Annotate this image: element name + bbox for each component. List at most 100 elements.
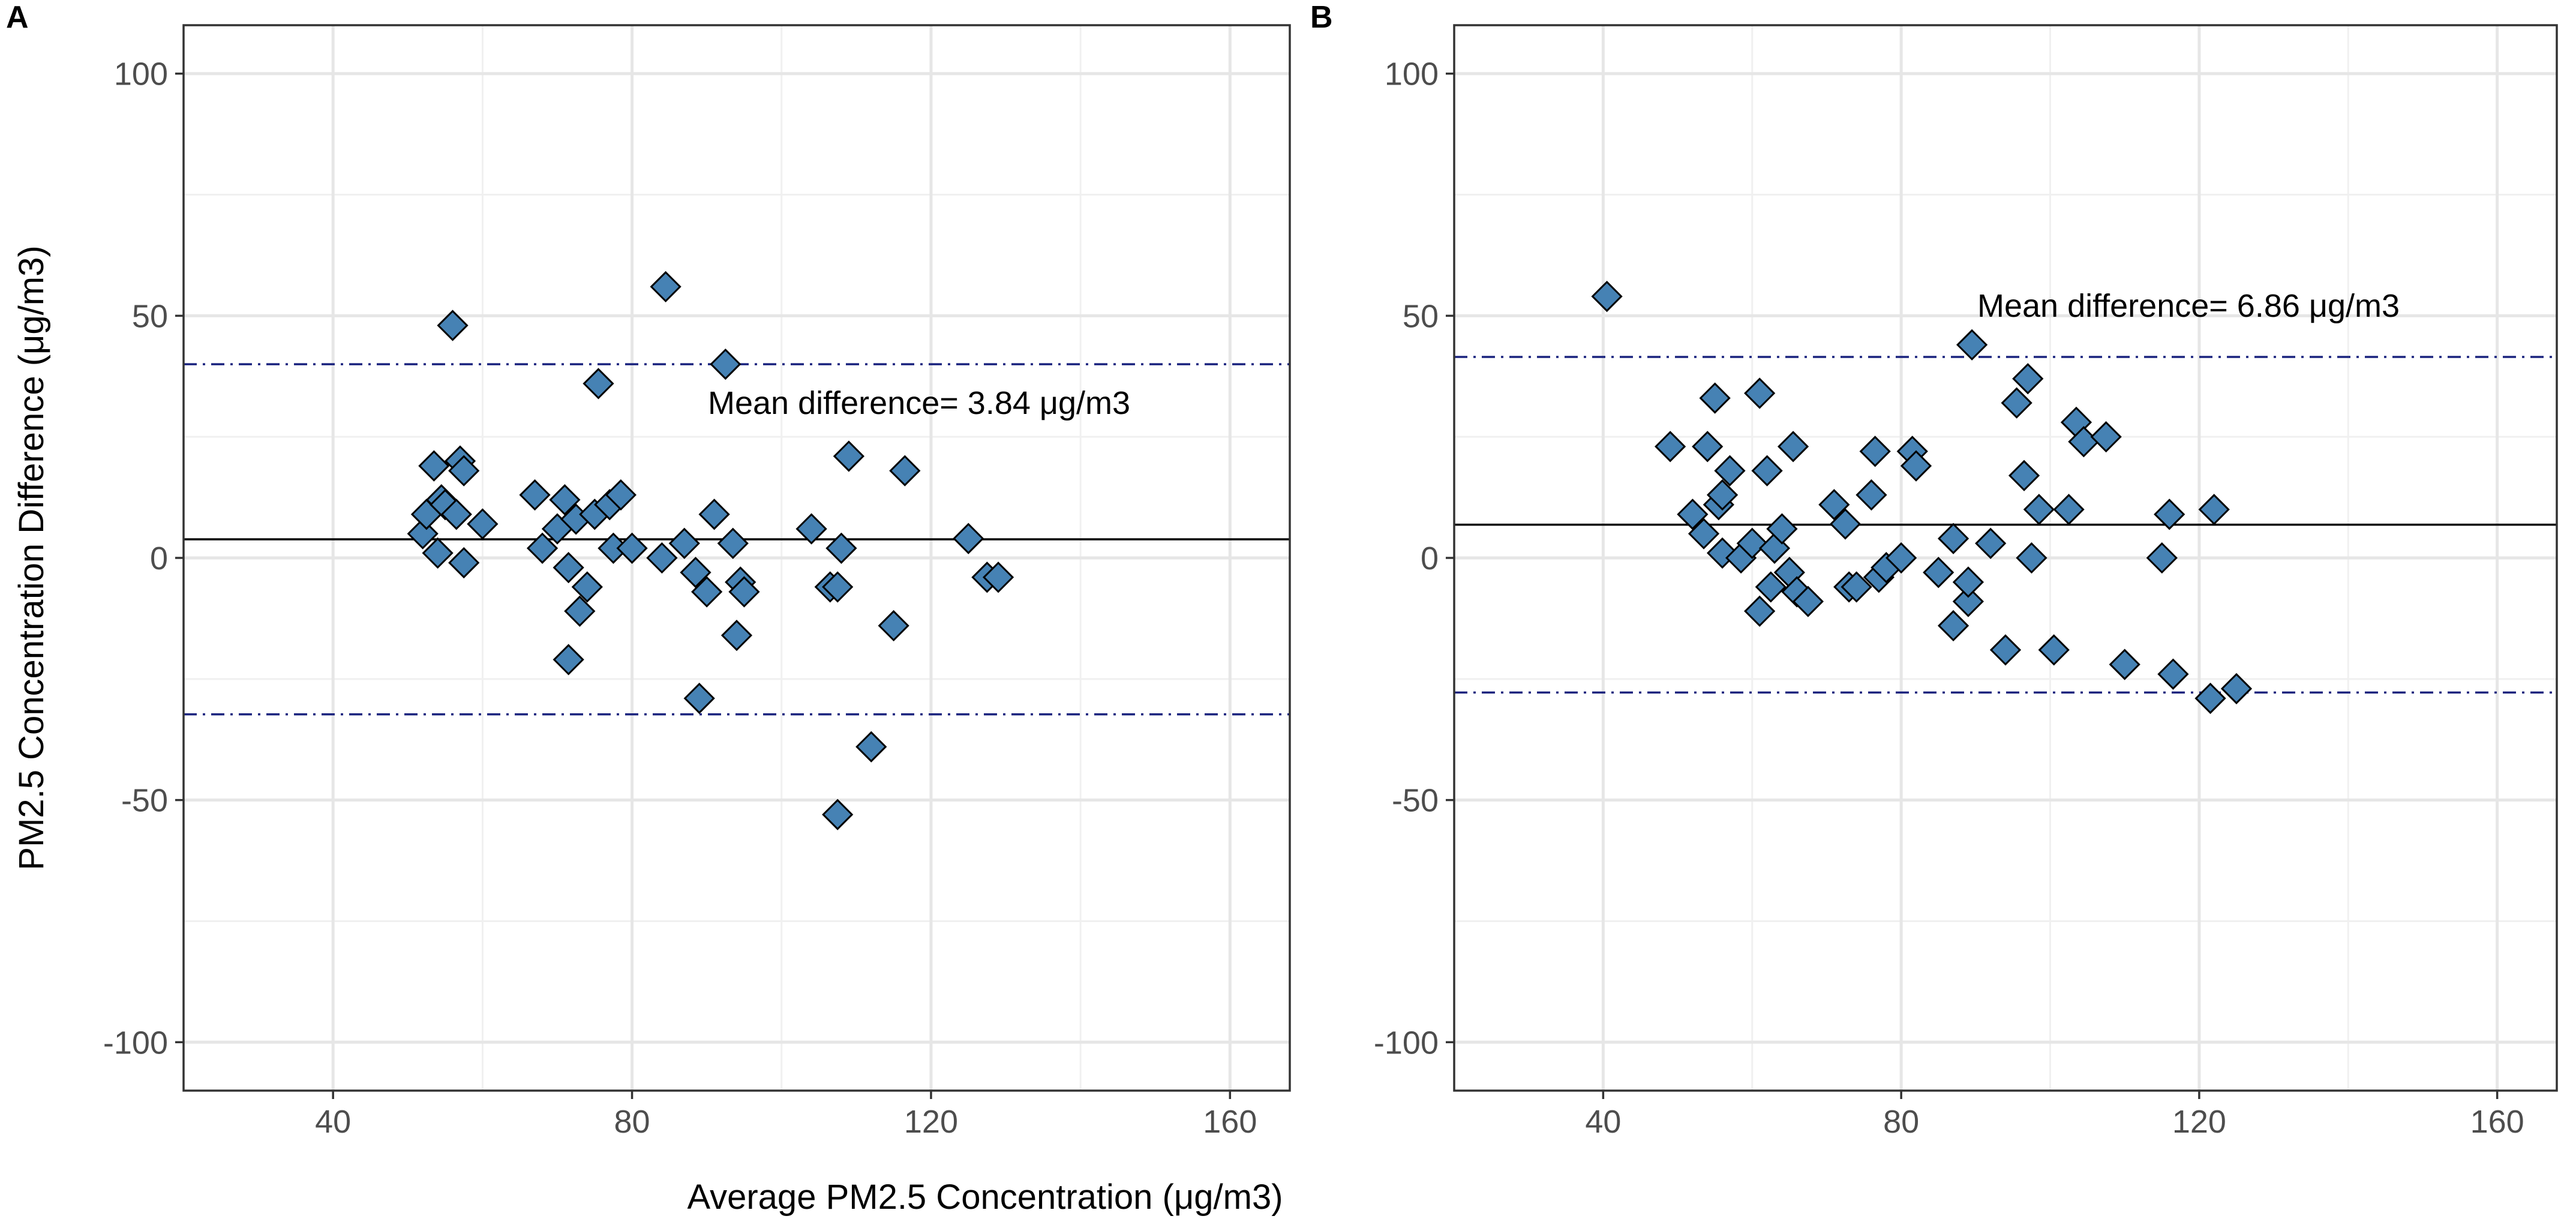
data-point [1952,586,1984,617]
data-point [1699,382,1731,414]
data-point [825,532,857,564]
y-tick-label: -100 [103,1025,168,1061]
x-tick-label: 120 [904,1104,958,1140]
data-point [1714,455,1746,487]
data-point [2008,460,2040,491]
x-tick-label: 80 [1883,1104,1919,1140]
data-point [668,527,700,559]
data-point [1655,431,1686,463]
data-point [650,271,681,303]
data-point [1952,566,1984,598]
data-point [2016,542,2047,574]
data-point [1818,489,1850,521]
data-point [2090,421,2122,453]
data-point [1956,329,1988,361]
y-tick-label: 50 [132,298,168,334]
panel-label: B [1310,0,1333,35]
y-tick-label: -50 [121,783,168,819]
data-point [795,513,827,545]
data-point [833,440,865,472]
data-point [2157,658,2189,690]
data-point [2109,648,2140,680]
y-axis-title: PM2.5 Concentration Difference (μg/m3) [12,245,51,870]
data-point [1692,431,1724,463]
data-point [953,523,984,554]
data-point [1777,431,1809,463]
data-point [448,547,480,579]
data-point [646,542,678,574]
data-point [2194,682,2226,714]
x-axis-title: Average PM2.5 Concentration (μg/m3) [687,1178,1283,1217]
data-point [422,537,454,569]
data-point [728,576,760,608]
data-point [1591,280,1623,313]
data-point [1937,610,1969,642]
data-point [1744,377,1776,409]
data-point [1975,527,2007,559]
data-point [1706,479,1739,511]
data-point [698,499,730,530]
data-point [1755,571,1787,603]
data-point [982,562,1014,593]
data-point [1744,595,1776,627]
data-point [680,557,711,589]
data-point [1688,518,1720,550]
data-point [448,455,480,487]
data-point [605,479,637,511]
data-point [616,532,648,564]
data-point [2146,542,2178,574]
x-tick-label: 40 [1585,1104,1621,1140]
data-point [549,484,581,516]
mean-difference-annotation: Mean difference= 6.86 μg/m3 [1977,288,2400,324]
data-point [1841,571,1872,603]
data-point [822,798,854,830]
x-tick-label: 160 [1203,1104,1257,1140]
data-point [720,620,753,651]
data-point [553,644,584,675]
data-point [1937,523,1969,554]
data-point [2198,494,2230,526]
x-tick-label: 40 [315,1104,351,1140]
y-tick-label: 100 [114,56,168,92]
data-point [691,576,723,608]
data-point [519,479,551,511]
data-point [2038,634,2070,666]
data-point [1900,450,1932,482]
x-tick-label: 80 [614,1104,650,1140]
panel-label: A [6,0,29,35]
x-tick-label: 120 [2172,1104,2226,1140]
data-point [467,508,499,540]
y-tick-label: 0 [150,541,168,577]
panel-b: 40 80 120 160 -100 -50 0 50 100 Mean difference= … [1310,0,2558,1140]
data-point [571,571,603,603]
y-tick-label: -100 [1374,1025,1439,1061]
data-point [1751,455,1783,487]
data-point [440,499,472,530]
data-point [418,450,450,482]
data-point [1792,586,1824,617]
x-tick-label: 160 [2470,1104,2524,1140]
data-point [2053,494,2085,526]
data-point [1859,436,1891,467]
data-point [1886,542,1917,574]
data-point [1677,499,1709,530]
data-point [1736,527,1768,559]
data-point [1766,513,1798,545]
data-point [2154,499,2185,530]
data-point [437,310,469,341]
data-point [526,532,559,564]
data-point [710,348,741,380]
y-tick-label: -50 [1392,783,1439,819]
data-point [2220,672,2253,705]
data-point [2012,363,2044,395]
data-point [889,455,921,487]
data-point [1856,479,1887,511]
data-point [2001,387,2032,419]
y-tick-label: 0 [1421,541,1439,577]
data-point [683,682,715,714]
data-point [878,610,909,642]
data-point [2023,494,2055,526]
data-point [855,731,887,762]
y-tick-label: 100 [1385,56,1439,92]
